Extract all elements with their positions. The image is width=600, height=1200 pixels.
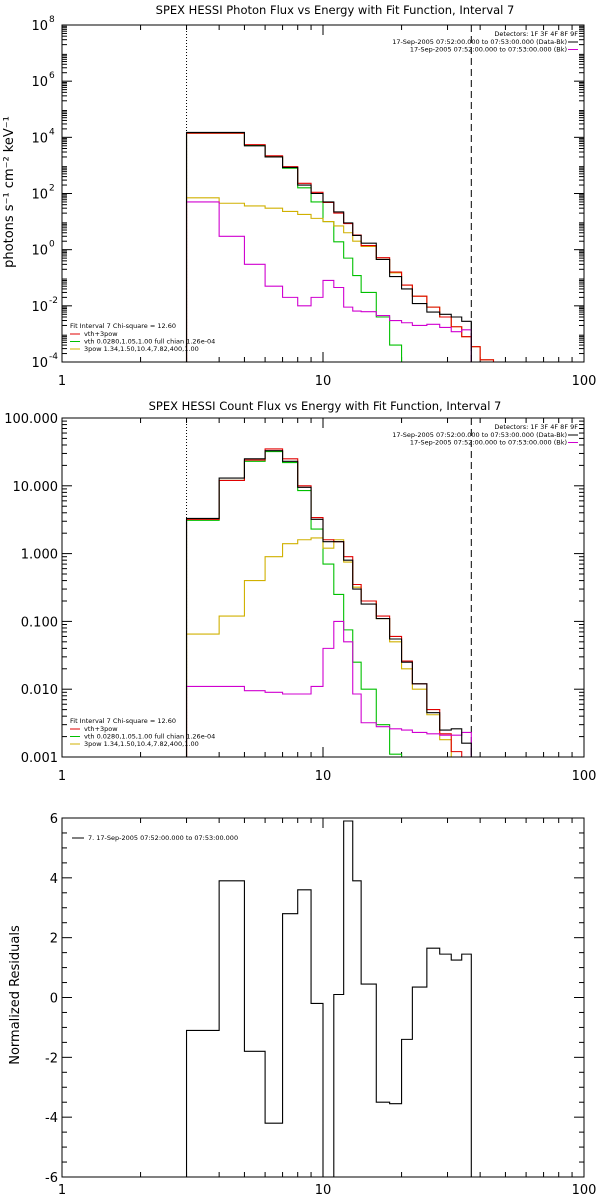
legend-item-label: 17-Sep-2005 07:52:00.000 to 07:53:00.000… bbox=[392, 431, 567, 439]
y-tick-label: -6 bbox=[45, 1171, 58, 1186]
x-tick-label: 100 bbox=[572, 374, 597, 389]
residuals-chart: 1 10 100 6 4 2 0 -2 -4 -6 7. 17-Sep-2005 07:52:00.… bbox=[8, 812, 597, 1198]
x-tick-label: 100 bbox=[572, 769, 597, 784]
chart-title: SPEX HESSI Photon Flux vs Energy with Fi… bbox=[156, 3, 515, 17]
legend-header: Detectors: 1F 3F 4F 8F 9F bbox=[494, 423, 578, 431]
y-tick-label: 10 bbox=[31, 131, 48, 146]
legend-item-label: 7. 17-Sep-2005 07:52:00.000 to 07:53:00.… bbox=[88, 834, 238, 842]
y-tick-label: 100.000 bbox=[4, 412, 58, 427]
series-group bbox=[185, 448, 472, 757]
y-tick-label: -4 bbox=[45, 1111, 58, 1126]
y-tick-label: 0.010 bbox=[21, 683, 58, 698]
y-tick-exponent: -2 bbox=[49, 296, 58, 306]
y-tick-label: 10 bbox=[31, 75, 48, 90]
legend-item-label: 17-Sep-2005 07:52:00.000 to 07:53:00.000… bbox=[392, 38, 567, 46]
y-tick-exponent: 4 bbox=[49, 127, 55, 137]
y-tick-label: 10 bbox=[31, 356, 48, 371]
y-tick-label: 1.000 bbox=[21, 548, 58, 563]
count-flux-chart: SPEX HESSI Count Flux vs Energy with Fit… bbox=[4, 399, 597, 784]
legend-header: Detectors: 1F 3F 4F 8F 9F bbox=[494, 30, 578, 38]
legend-item-label: vth 0.0280,1.05,1.00 full chian 1.26e-04 bbox=[84, 733, 215, 741]
series-group bbox=[185, 131, 495, 362]
plot-frame bbox=[61, 24, 585, 363]
series-line-vth-0-0280-1-05-1-00 bbox=[185, 132, 403, 362]
legend-item-label: vth 0.0280,1.05,1.00 full chian 1.26e-04 bbox=[84, 338, 215, 346]
x-tick-label: 1 bbox=[58, 1183, 66, 1198]
plot-frame bbox=[61, 817, 585, 1178]
x-tick-label: 10 bbox=[315, 374, 332, 389]
legend-item-label: vth+3pow bbox=[84, 725, 118, 733]
series-line-vth-3pow bbox=[185, 448, 463, 757]
y-tick-label: 4 bbox=[50, 872, 58, 887]
y-tick-label: 10 bbox=[31, 188, 48, 203]
series-line-3pow bbox=[185, 537, 452, 757]
plot-area: 1 10 100 0.001 0.010 0.100 1.000 10.000 100.000 D… bbox=[4, 412, 597, 784]
y-tick-label: 10.000 bbox=[13, 480, 59, 495]
plot-area: 1 10 100 6 4 2 0 -2 -4 -6 7. 17-Sep-2005 07:52:00.… bbox=[45, 812, 597, 1198]
series-line-bk bbox=[185, 620, 472, 757]
series-line-data-bk bbox=[185, 450, 472, 757]
x-tick-label: 100 bbox=[572, 1183, 597, 1198]
x-tick-label: 1 bbox=[58, 374, 66, 389]
series-line-vth-3pow bbox=[185, 132, 495, 362]
legend-header: Fit Interval 7 Chi-square = 12.60 bbox=[70, 717, 176, 725]
photon-flux-chart: SPEX HESSI Photon Flux vs Energy with Fi… bbox=[2, 3, 597, 389]
y-tick-label: -2 bbox=[45, 1051, 58, 1066]
y-tick-label: 10 bbox=[31, 19, 48, 34]
y-tick-label: 10 bbox=[31, 300, 48, 315]
x-tick-label: 10 bbox=[315, 1183, 332, 1198]
legend-item-label: 17-Sep-2005 07:52:00.000 to 07:53:00.000… bbox=[410, 439, 567, 447]
series-line-3pow bbox=[185, 197, 495, 362]
legend-header: Fit Interval 7 Chi-square = 12.60 bbox=[70, 322, 176, 330]
legend-item-label: 3pow 1.34,1.50,10.4,7.82,400,1.00 bbox=[84, 345, 199, 353]
series-line-data-bk bbox=[185, 131, 472, 362]
y-tick-exponent: 8 bbox=[49, 15, 55, 25]
x-tick-label: 1 bbox=[58, 769, 66, 784]
chart-title: SPEX HESSI Count Flux vs Energy with Fit… bbox=[149, 399, 502, 413]
series-line-bk bbox=[185, 201, 472, 362]
legend-item-label: 17-Sep-2005 07:52:00.000 to 07:53:00.000… bbox=[410, 46, 567, 54]
legend-item-label: 3pow 1.34,1.50,10.4,7.82,400,1.00 bbox=[84, 740, 199, 748]
y-tick-label: 0.001 bbox=[21, 751, 58, 766]
y-tick-label: 10 bbox=[31, 244, 48, 259]
series-group bbox=[185, 820, 472, 1177]
legend-item-label: vth+3pow bbox=[84, 330, 118, 338]
y-tick-exponent: 2 bbox=[49, 184, 55, 194]
x-tick-label: 10 bbox=[315, 769, 332, 784]
y-tick-label: 6 bbox=[50, 812, 58, 827]
series-line-vth-0-0280-1-05-1-00 bbox=[185, 451, 403, 757]
y-tick-exponent: -4 bbox=[49, 352, 58, 362]
series-line-residuals bbox=[185, 820, 472, 1177]
y-tick-exponent: 6 bbox=[49, 71, 55, 81]
y-axis-label: Normalized Residuals bbox=[8, 925, 23, 1065]
y-tick-exponent: 0 bbox=[49, 240, 55, 250]
y-tick-label: 2 bbox=[50, 932, 58, 947]
plot-frame bbox=[61, 417, 585, 758]
y-tick-label: 0 bbox=[50, 992, 58, 1007]
y-axis-label: photons s⁻¹ cm⁻² keV⁻¹ bbox=[2, 116, 17, 268]
y-tick-label: 0.100 bbox=[21, 615, 58, 630]
